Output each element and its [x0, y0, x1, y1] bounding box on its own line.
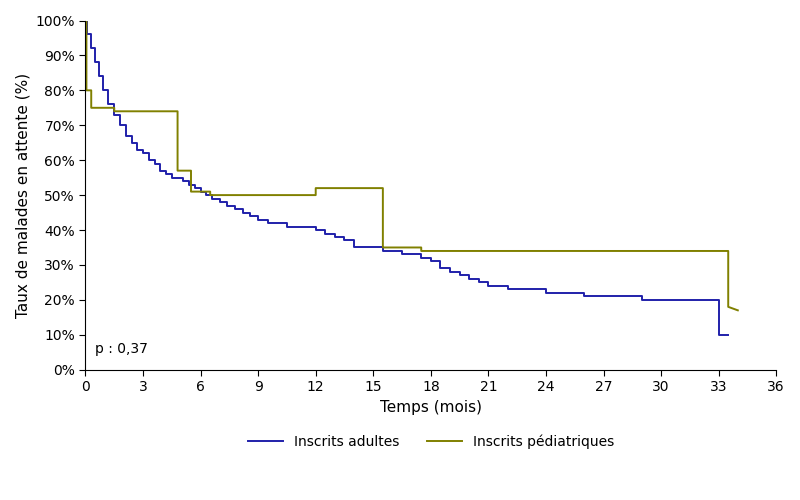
Inscrits pédiatriques [733, 308, 742, 314]
Inscrits adultes [167, 171, 177, 177]
Inscrits pédiatriques [81, 18, 90, 24]
Inscrits pédiatriques [311, 192, 321, 198]
Inscrits adultes [222, 199, 232, 205]
Inscrits pédiatriques [483, 248, 493, 254]
Inscrits pédiatriques [186, 188, 196, 194]
Inscrits pédiatriques [110, 108, 119, 114]
Inscrits adultes [155, 160, 165, 166]
Inscrits pédiatriques [483, 248, 493, 254]
Y-axis label: Taux de malades en attente (%): Taux de malades en attente (%) [15, 72, 30, 318]
Inscrits adultes [714, 332, 723, 338]
Inscrits pédiatriques [82, 88, 91, 94]
Inscrits pédiatriques [723, 304, 733, 310]
Inscrits adultes [723, 332, 733, 338]
Line: Inscrits adultes: Inscrits adultes [86, 20, 728, 335]
Inscrits adultes [637, 297, 646, 303]
Inscrits pédiatriques [417, 248, 426, 254]
Inscrits pédiatriques [86, 88, 96, 94]
Text: p : 0,37: p : 0,37 [95, 342, 148, 355]
Inscrits pédiatriques [206, 188, 215, 194]
Inscrits pédiatriques [173, 168, 182, 173]
Inscrits adultes [94, 60, 104, 66]
Inscrits pédiatriques [110, 105, 119, 111]
Line: Inscrits pédiatriques: Inscrits pédiatriques [86, 20, 738, 310]
Inscrits pédiatriques [173, 108, 182, 114]
Inscrits pédiatriques [723, 248, 733, 254]
Inscrits pédiatriques [378, 185, 388, 191]
Inscrits pédiatriques [186, 168, 196, 173]
Inscrits adultes [81, 18, 90, 24]
Inscrits pédiatriques [311, 185, 321, 191]
Inscrits adultes [656, 297, 666, 303]
X-axis label: Temps (mois): Temps (mois) [380, 400, 482, 414]
Inscrits pédiatriques [82, 18, 91, 24]
Inscrits pédiatriques [206, 192, 215, 198]
Inscrits pédiatriques [378, 244, 388, 250]
Legend: Inscrits adultes, Inscrits pédiatriques: Inscrits adultes, Inscrits pédiatriques [242, 429, 619, 454]
Inscrits pédiatriques [417, 244, 426, 250]
Inscrits pédiatriques [86, 105, 96, 111]
